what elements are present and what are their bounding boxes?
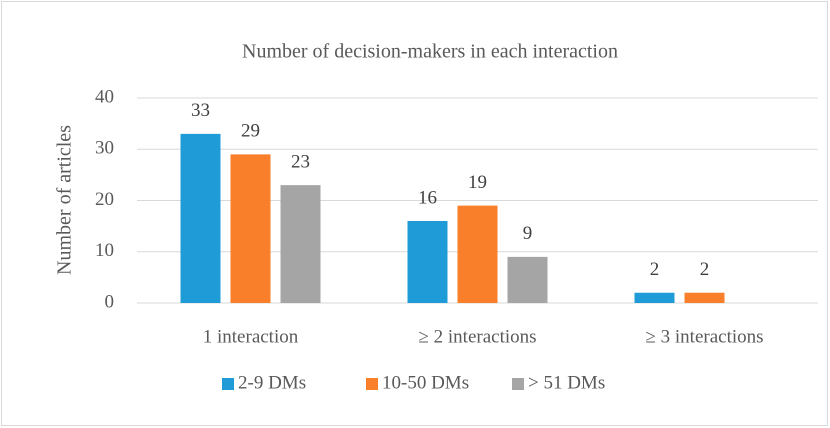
data-label: 19 [468, 172, 487, 193]
x-tick-label: ≥ 3 interactions [645, 326, 763, 347]
chart-title: Number of decision-makers in each intera… [242, 41, 618, 63]
y-tick-label: 30 [95, 138, 114, 159]
data-label: 33 [191, 100, 210, 121]
x-tick-label: ≥ 2 interactions [418, 326, 536, 347]
bar [407, 221, 448, 303]
data-label: 23 [291, 151, 310, 172]
data-label: 2 [650, 259, 660, 280]
legend-swatch [222, 378, 234, 390]
data-label: 29 [241, 121, 260, 142]
bar [280, 185, 321, 303]
y-tick-label: 0 [105, 291, 115, 312]
x-tick-label: 1 interaction [203, 326, 299, 347]
y-tick-label: 40 [95, 86, 114, 107]
bar [684, 292, 725, 303]
legend-label: > 51 DMs [528, 372, 605, 393]
legend-swatch [366, 378, 378, 390]
legend-label: 2-9 DMs [238, 372, 306, 393]
y-tick-label: 10 [95, 240, 114, 261]
y-tick-label: 20 [95, 189, 114, 210]
bar [634, 292, 675, 303]
data-label: 16 [418, 187, 437, 208]
legend-swatch [512, 378, 524, 390]
bar [230, 154, 271, 303]
data-label: 9 [523, 223, 533, 244]
bar [457, 205, 498, 303]
legend-label: 10-50 DMs [382, 372, 469, 393]
bar [180, 133, 221, 303]
data-label: 2 [700, 259, 710, 280]
bar [507, 256, 548, 303]
y-axis-label: Number of articles [54, 125, 76, 275]
